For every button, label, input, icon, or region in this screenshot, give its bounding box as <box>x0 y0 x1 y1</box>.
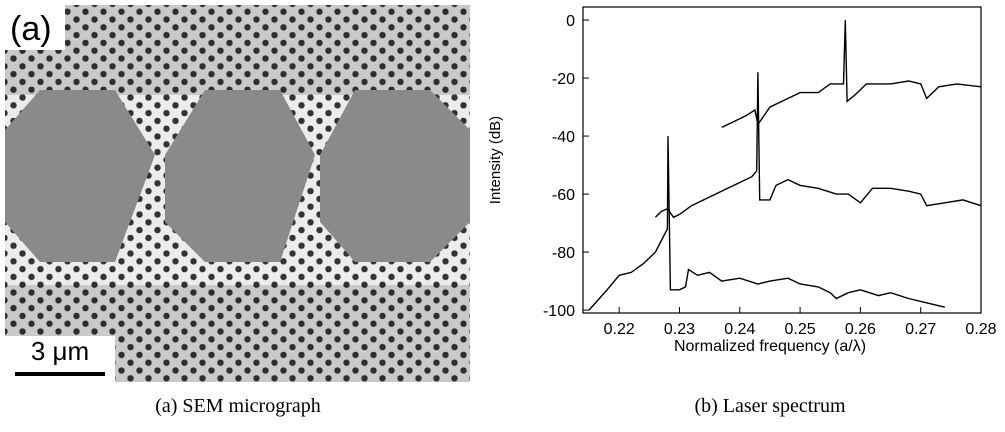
caption: (b) Laser spectrum <box>694 395 845 417</box>
spectrum-line <box>588 136 945 311</box>
y-tick-label: -80 <box>552 245 575 262</box>
scale-bar-label: 3 μm <box>31 336 89 366</box>
x-tick-label: 0.22 <box>604 321 635 338</box>
spectrum-line <box>654 72 982 219</box>
x-axis-label: Normalized frequency (a/λ) <box>674 338 866 355</box>
panel-label: (a) <box>10 10 52 48</box>
caption: (a) SEM micrograph <box>155 395 321 417</box>
y-tick-label: -100 <box>543 303 575 320</box>
y-tick-label: -20 <box>552 71 575 88</box>
x-tick-label: 0.28 <box>965 321 996 338</box>
x-tick-label: 0.27 <box>905 321 936 338</box>
y-tick-label: -60 <box>552 187 575 204</box>
x-tick-label: 0.23 <box>664 321 695 338</box>
y-tick-label: -40 <box>552 129 575 146</box>
sem-image: (a) 3 μm <box>5 5 470 382</box>
spectrum-line <box>721 20 982 129</box>
x-tick-label: 0.24 <box>724 321 755 338</box>
y-axis-label: Intensity (dB) <box>487 116 504 204</box>
x-tick-label: 0.26 <box>845 321 876 338</box>
x-tick-label: 0.25 <box>785 321 816 338</box>
y-tick-label: 0 <box>566 13 575 30</box>
plot-frame <box>582 6 982 314</box>
